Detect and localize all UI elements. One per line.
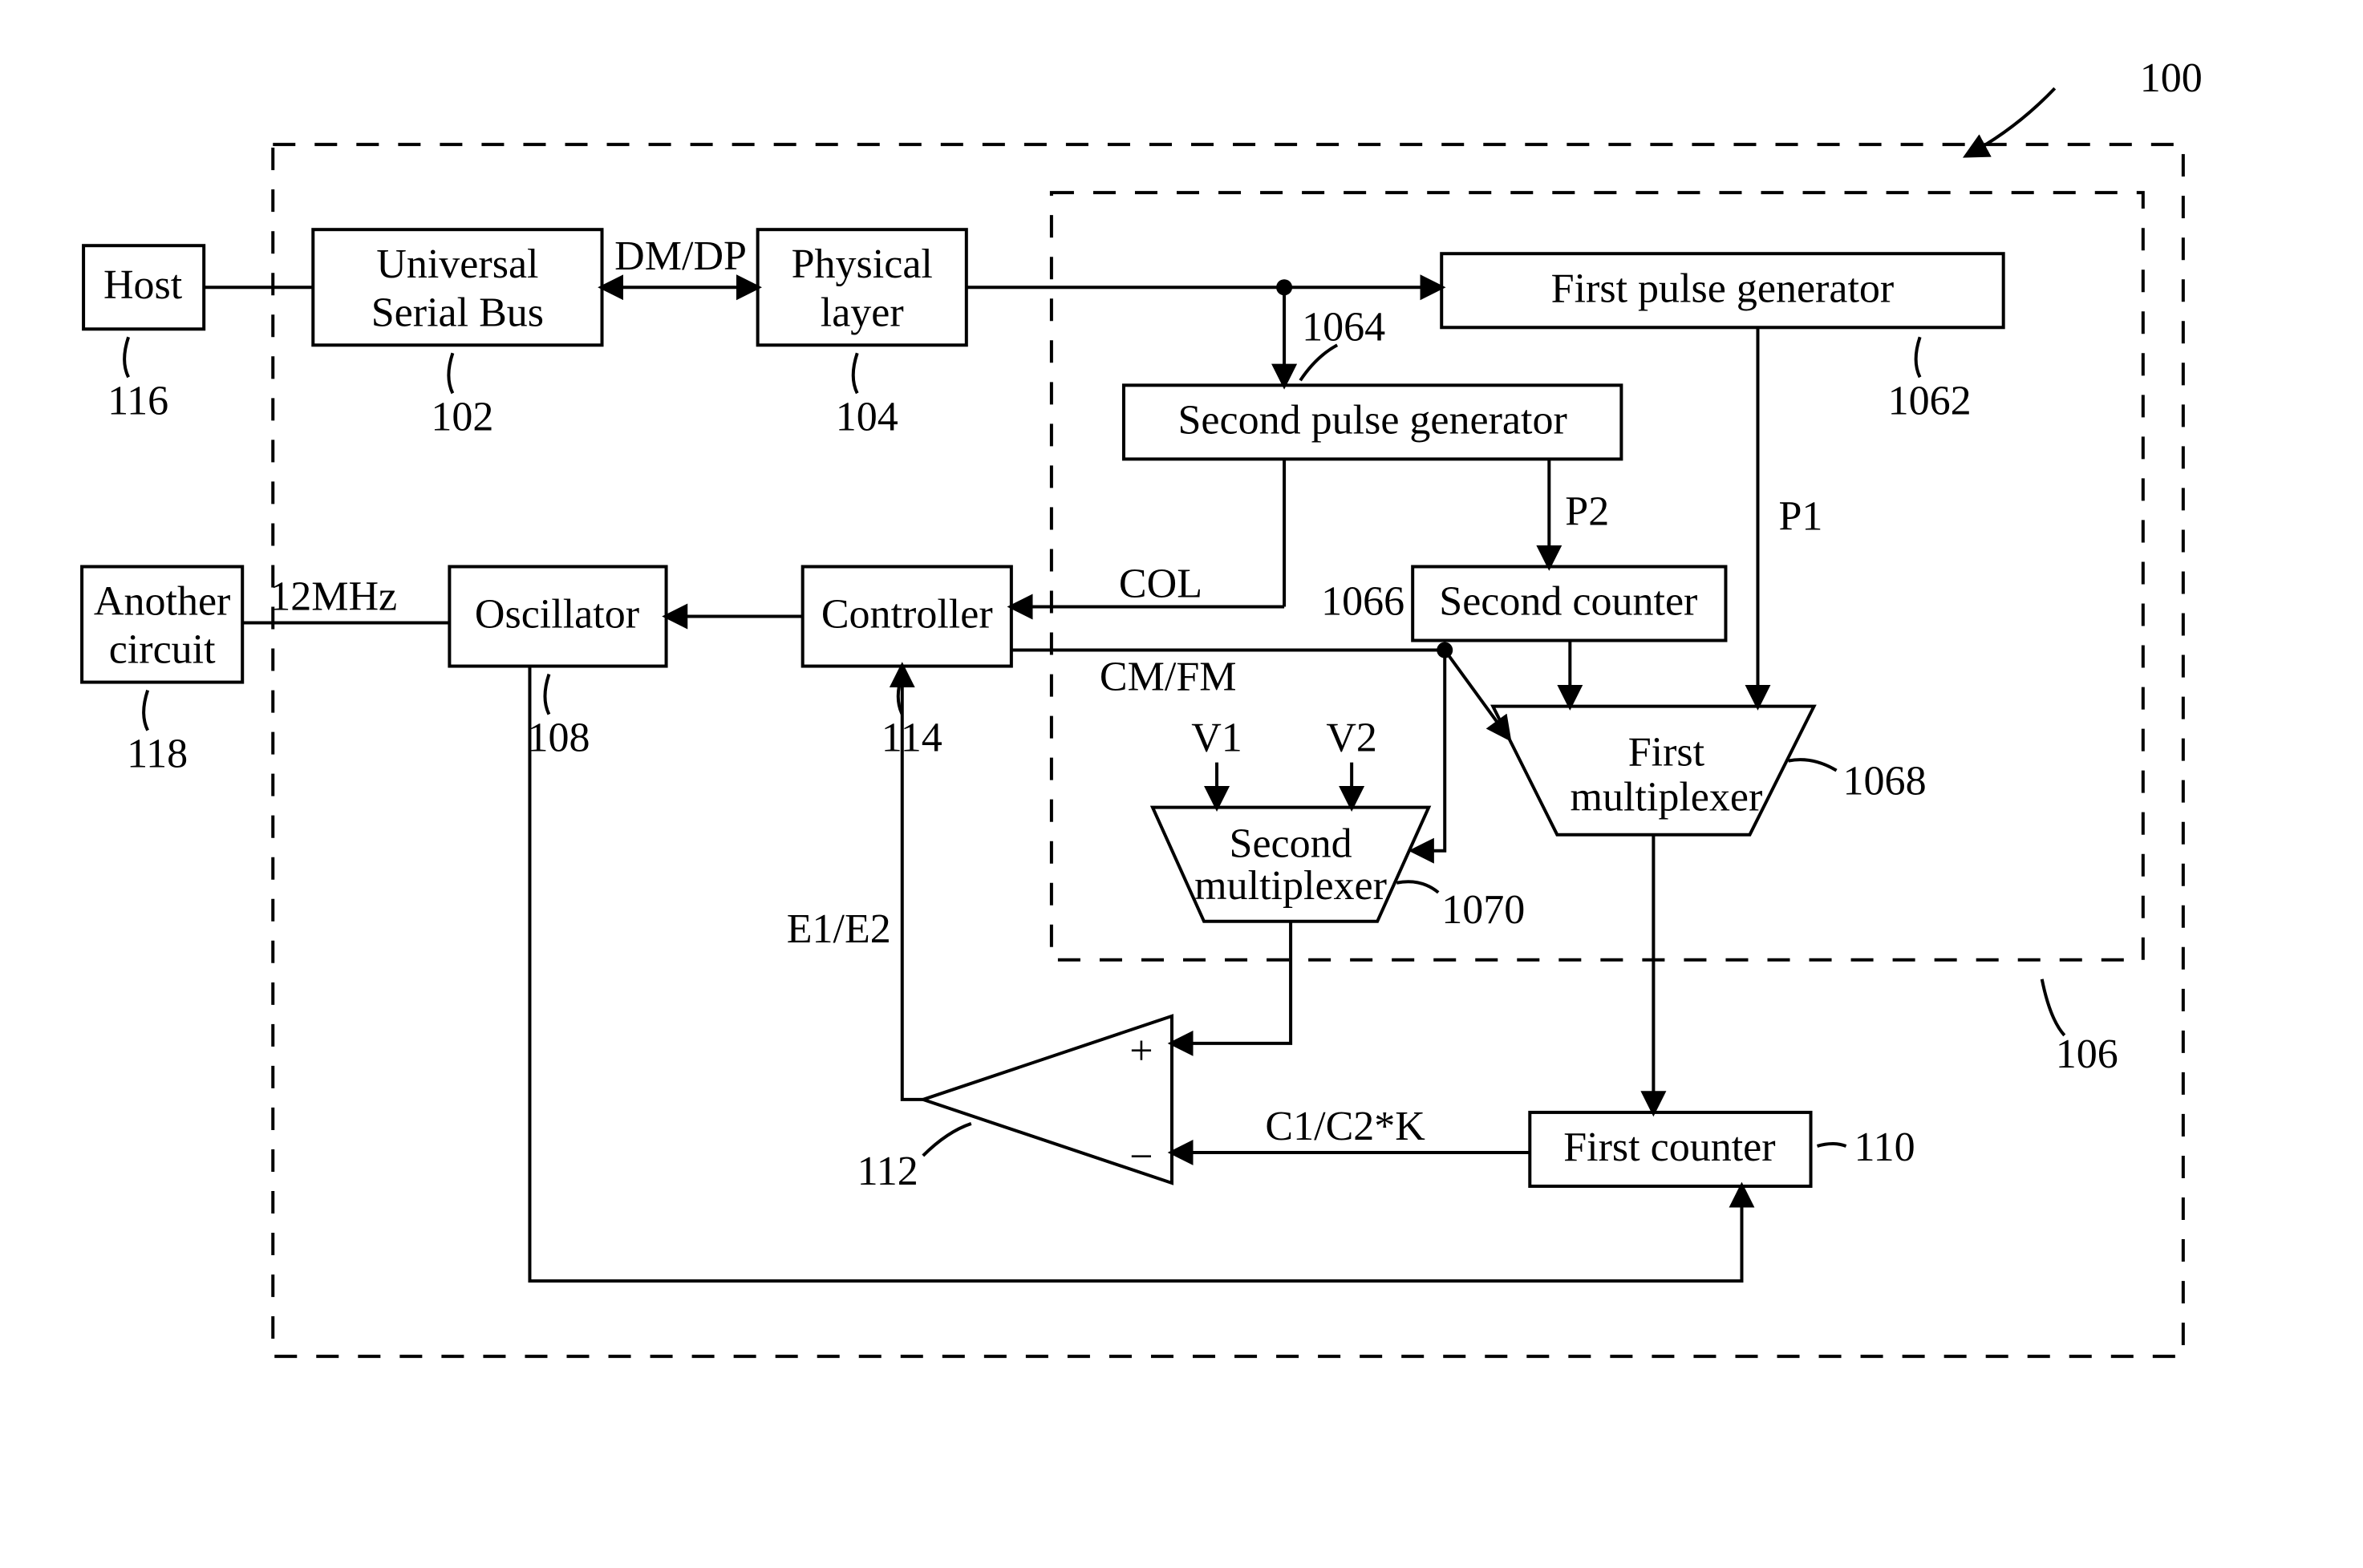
ref-1062: 1062 [1888, 378, 1972, 423]
ref-1066: 1066 [1321, 579, 1404, 625]
another-label-1: Another [94, 579, 230, 625]
usb-label-2: Serial Bus [371, 290, 544, 335]
label-v2: V2 [1326, 715, 1377, 761]
wire-cmfm-to-fmux [1445, 650, 1509, 739]
ref-lead-116 [124, 337, 128, 377]
ref-lead-1070 [1396, 881, 1438, 893]
host-label: Host [103, 262, 183, 308]
ref-100: 100 [2140, 55, 2203, 101]
usb-label-1: Universal [376, 241, 538, 287]
ref-lead-1064 [1300, 345, 1337, 380]
ref-110: 110 [1854, 1124, 1915, 1170]
first-mux-label-2: multiplexer [1571, 775, 1763, 820]
ref-lead-118 [144, 691, 148, 731]
label-cmfm: CM/FM [1100, 654, 1237, 700]
label-e1e2: E1/E2 [787, 906, 891, 952]
label-12mhz: 12MHz [270, 574, 397, 620]
label-p2: P2 [1565, 488, 1609, 534]
ref-106: 106 [2056, 1031, 2118, 1077]
ref-1070: 1070 [1441, 887, 1525, 933]
ref-116: 116 [107, 378, 168, 423]
wire-smux-comp [1172, 922, 1291, 1043]
second-mux-label-2: multiplexer [1194, 863, 1387, 909]
second-mux-label-1: Second [1230, 821, 1352, 867]
ref-1068: 1068 [1843, 759, 1927, 804]
ref-1064: 1064 [1302, 304, 1385, 350]
first-pgen-label: First pulse generator [1551, 265, 1895, 311]
ref-102: 102 [431, 394, 493, 440]
second-pgen-label: Second pulse generator [1178, 397, 1567, 443]
ref-lead-112 [923, 1124, 971, 1156]
ref-lead-102 [448, 353, 452, 393]
label-col: COL [1119, 561, 1202, 606]
osc-label: Oscillator [475, 592, 639, 638]
ref-lead-1068 [1789, 760, 1837, 771]
ref-108: 108 [527, 715, 590, 761]
ref-lead-106 [2042, 979, 2065, 1035]
second-counter-label: Second counter [1439, 579, 1697, 625]
ref-114: 114 [882, 715, 942, 761]
phy-label-1: Physical [792, 241, 933, 287]
first-mux-label-1: First [1628, 730, 1705, 776]
ref-lead-108 [545, 675, 549, 715]
comparator-minus: − [1129, 1134, 1153, 1180]
ref-104: 104 [836, 394, 898, 440]
ref-lead-104 [853, 353, 857, 393]
block-diagram: 100 106 Host 116 Universal Serial Bus 10… [0, 0, 2363, 1568]
ref-lead-1062 [1916, 337, 1920, 377]
first-counter-label: First counter [1563, 1124, 1775, 1170]
ctrl-label: Controller [821, 592, 993, 638]
label-c1c2k: C1/C2*K [1265, 1104, 1425, 1149]
label-dmdp: DM/DP [614, 233, 747, 279]
another-label-2: circuit [109, 627, 216, 673]
label-v1: V1 [1191, 715, 1242, 761]
ref-112: 112 [857, 1149, 918, 1194]
comparator-plus: + [1129, 1028, 1153, 1074]
ref-lead-110 [1818, 1144, 1846, 1146]
label-p1: P1 [1778, 493, 1822, 539]
phy-label-2: layer [821, 290, 904, 335]
ref-118: 118 [127, 731, 188, 777]
